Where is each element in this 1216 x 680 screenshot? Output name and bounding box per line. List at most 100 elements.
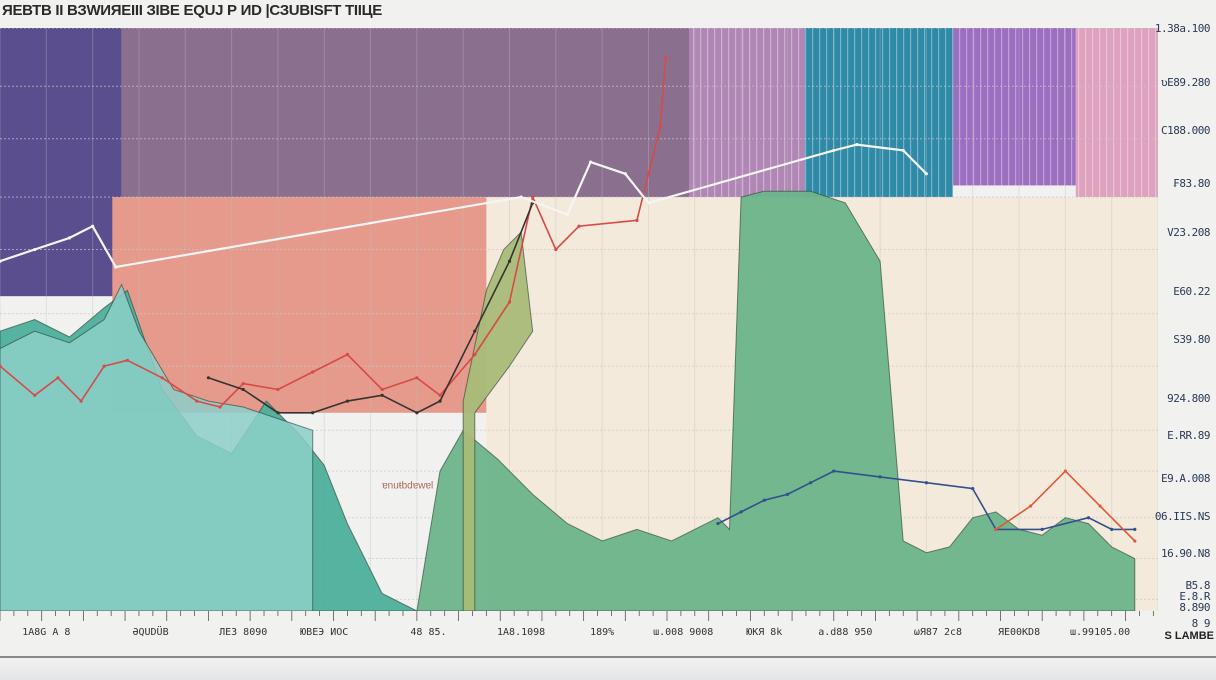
data-point [67, 236, 72, 240]
data-point [1029, 504, 1033, 508]
band-stripes-overlay [1075, 28, 1158, 198]
y-tick-label: V23.208 [1167, 225, 1210, 239]
data-point [658, 125, 662, 129]
y-tick-label: E.RR.89 [1167, 429, 1210, 443]
data-point [218, 405, 222, 409]
data-point [507, 259, 512, 263]
data-point [1133, 527, 1137, 531]
data-point [762, 498, 766, 502]
y-tick-label: B5.8 [1185, 579, 1211, 593]
data-point [924, 481, 929, 485]
x-tick-marks [0, 611, 1154, 621]
chart-title: ЯЕВТВ II ВЗWИЯЕIII ЗIBE ЕQUJ Р ИD |СЗUBI… [2, 2, 382, 19]
x-tick-label: 1A8G A 8 [22, 627, 71, 638]
data-point [809, 481, 813, 485]
data-point [380, 393, 384, 397]
y-tick-label: E60.22 [1173, 284, 1210, 298]
x-tick-label: 1A8.1098 [497, 627, 546, 638]
x-tick-label: ωЯ87 2c8 [913, 627, 963, 638]
x-tick-label: ЮКЯ 8k [746, 627, 783, 638]
data-point [56, 376, 60, 380]
data-point [878, 475, 882, 479]
data-point [91, 224, 95, 228]
x-tick-label: ЯЕ00KD8 [997, 627, 1041, 638]
data-point [531, 195, 535, 199]
data-point [33, 393, 37, 397]
data-point [855, 143, 859, 147]
series-white-line [0, 143, 928, 269]
data-point [716, 521, 720, 526]
y-tick-label: S39.80 [1173, 332, 1210, 346]
data-point [241, 382, 245, 386]
band-stripes-overlay [804, 28, 954, 203]
band-violet [0, 28, 122, 297]
data-point [507, 300, 512, 304]
data-point [1040, 527, 1044, 531]
data-point [79, 399, 83, 403]
data-point [473, 352, 477, 357]
data-point [160, 376, 164, 380]
y-tick-label: E.8.R [1179, 589, 1210, 603]
baseline-rule [0, 656, 1216, 658]
data-point [276, 387, 280, 392]
x-tick-label: 48 85. [410, 627, 447, 638]
data-point [739, 510, 743, 514]
x-tick-label: 189% [590, 627, 615, 638]
y-axis: 1.38a.100 ʋE89.280 C188.000 ₣83.80 V23.208 E6… [1155, 22, 1216, 630]
x-axis: 1A8G A 8 ƏQUDÜB ЛЕ3 8090 ЮВЕЭ ИОС 48 85. 1A8.… [0, 611, 1158, 641]
series-olive-area [462, 231, 534, 611]
data-point [0, 259, 2, 263]
x-tick-label: ƏQUDÜB [132, 627, 169, 638]
data-point [438, 399, 442, 403]
data-point [345, 399, 349, 403]
y-tick-label: C188.000 [1161, 123, 1210, 137]
data-point [345, 352, 349, 357]
data-point [646, 201, 651, 205]
data-point [971, 486, 975, 491]
data-point [125, 358, 129, 362]
data-point [832, 148, 836, 153]
data-point [664, 55, 668, 59]
band-stripes-overlay [689, 28, 805, 198]
data-point [646, 172, 651, 176]
data-point [311, 370, 315, 374]
data-point [473, 329, 477, 333]
data-point [588, 160, 593, 164]
y-tick-label: E9.А.008 [1161, 472, 1210, 485]
x-tick-label: ЛЕ3 8090 [219, 627, 268, 638]
y-tick-label: 8.890 [1179, 600, 1210, 614]
data-point [1063, 469, 1067, 473]
annotation-layer: ɐnuŧbdɐwɐl [382, 481, 433, 492]
data-point [380, 387, 384, 392]
data-point [206, 376, 211, 380]
data-point [924, 172, 929, 176]
annotation-label: ɐnuŧbdɐwɐl [382, 481, 433, 492]
data-point [577, 224, 581, 228]
data-point [1086, 516, 1091, 520]
footer-strip [0, 660, 1216, 680]
data-point [102, 364, 106, 368]
x-tick-label: ЮВЕЭ ИОС [300, 627, 349, 638]
x-tick-label: a.d88 950 [818, 627, 873, 638]
data-point [241, 387, 245, 392]
data-point [33, 247, 37, 252]
data-point [1098, 504, 1102, 508]
data-point [519, 195, 523, 199]
data-point [438, 393, 442, 397]
x-tick-label: ɯ.008 9008 [653, 627, 714, 638]
data-point [1110, 527, 1114, 531]
band-mauve [121, 28, 690, 198]
data-point [276, 411, 280, 415]
series-light-teal-area [0, 283, 314, 611]
x-tick-label: ɯ.99105.00 [1069, 627, 1131, 638]
y-tick-label: 8 9 [1191, 616, 1211, 630]
y-tick-label: ₣83.80 [1173, 177, 1210, 191]
data-point [994, 527, 998, 531]
y-tick-label: ʋE89.280 [1161, 75, 1210, 89]
data-point [415, 376, 419, 380]
band-stripes-overlay [953, 28, 1076, 186]
data-point [635, 218, 639, 222]
data-point [114, 265, 118, 269]
plot-area: ɐnuŧbdɐwɐl [0, 28, 1158, 611]
x-axis-label: S LAMBE [1164, 630, 1215, 642]
